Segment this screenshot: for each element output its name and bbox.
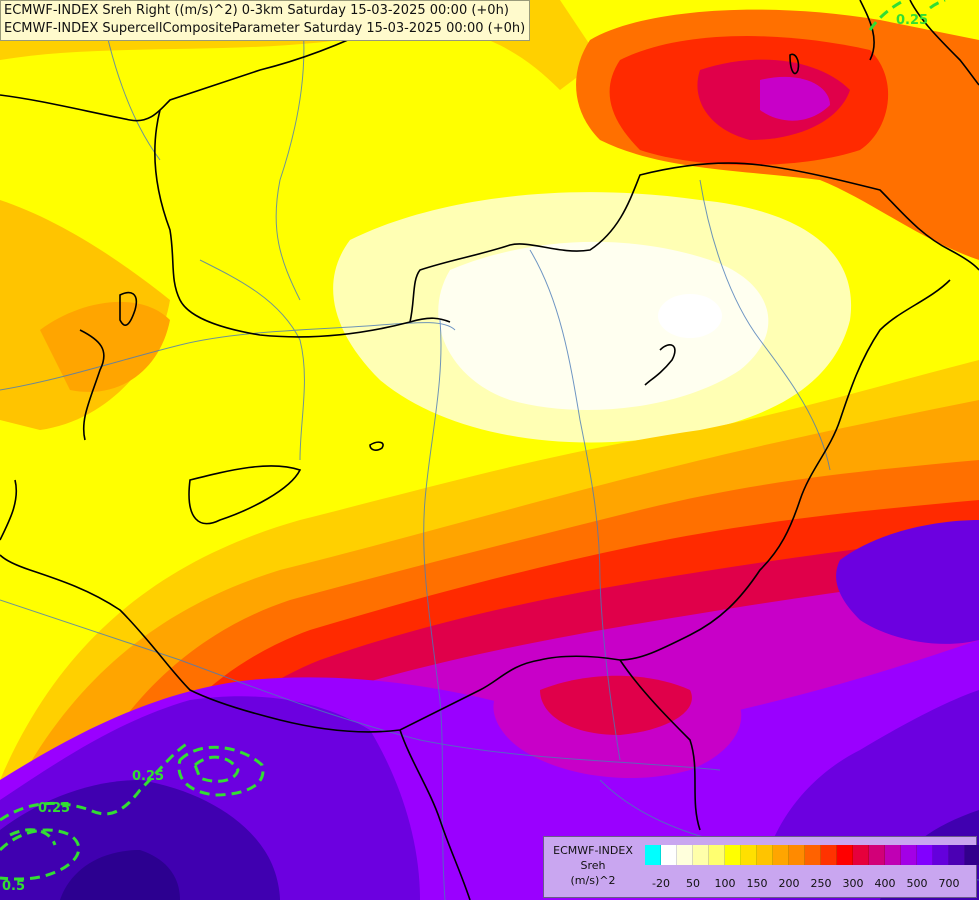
contour-labels: 0.25 0.25 0.25 0.5 [2,13,928,894]
legend-tick-label: 700 [938,877,960,890]
legend-tick-label: 50 [686,877,700,890]
legend-swatch [661,845,677,865]
legend-swatch [741,845,757,865]
legend-tick-label: 250 [810,877,832,890]
legend-swatch [693,845,709,865]
scp-contours [0,0,946,881]
legend-color-bar [645,845,979,865]
legend-swatch [709,845,725,865]
legend-swatch [645,845,661,865]
legend-tick-label: 200 [778,877,800,890]
legend-tick-label: -20 [652,877,670,890]
field-navy-sw [60,850,180,900]
legend-swatch [725,845,741,865]
legend-tick-label: 400 [874,877,896,890]
field-magenta-ne [760,76,830,121]
legend-swatch [933,845,949,865]
legend-swatch [885,845,901,865]
field-indigo-sw [0,780,280,900]
legend-swatch [869,845,885,865]
contour-label: 0.5 [2,879,25,894]
field-orange-west [40,301,170,392]
legend-title-line: (m/s)^2 [570,874,616,887]
legend-swatch [917,845,933,865]
legend-swatch [901,845,917,865]
contour-label: 0.25 [38,801,70,816]
legend-swatch [821,845,837,865]
legend-swatch [757,845,773,865]
legend-swatch [789,845,805,865]
legend-swatch [949,845,965,865]
legend-tick-label: 100 [714,877,736,890]
legend-swatch [677,845,693,865]
field-crimson-south [540,675,692,735]
title-line-scp: ECMWF-INDEX SupercellCompositeParameter … [4,21,526,36]
contour-label: 0.25 [896,13,928,28]
legend-title-line: ECMWF-INDEX [553,844,633,857]
legend-tick-label: 500 [906,877,928,890]
legend-swatch [805,845,821,865]
color-legend: ECMWF-INDEX Sreh (m/s)^2 -20 50 100 150 200 2… [543,836,979,898]
legend-swatch [965,845,979,865]
map-title-box: ECMWF-INDEX Sreh Right ((m/s)^2) 0-3km S… [0,0,531,41]
legend-title-line: Sreh [580,859,606,872]
title-line-sreh: ECMWF-INDEX Sreh Right ((m/s)^2) 0-3km S… [4,3,509,18]
field-light-center [438,241,769,410]
contour-label: 0.25 [132,769,164,784]
legend-tick-label: 150 [746,877,768,890]
legend-title: ECMWF-INDEX Sreh (m/s)^2 [548,843,638,888]
legend-swatch [773,845,789,865]
field-purple-east [836,520,979,644]
legend-tick-label: 300 [842,877,864,890]
legend-swatch [837,845,853,865]
legend-swatch [853,845,869,865]
field-white-spot [658,294,722,338]
